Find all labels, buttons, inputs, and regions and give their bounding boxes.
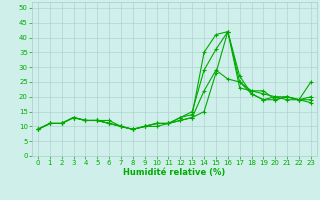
X-axis label: Humidité relative (%): Humidité relative (%) [123,168,226,177]
